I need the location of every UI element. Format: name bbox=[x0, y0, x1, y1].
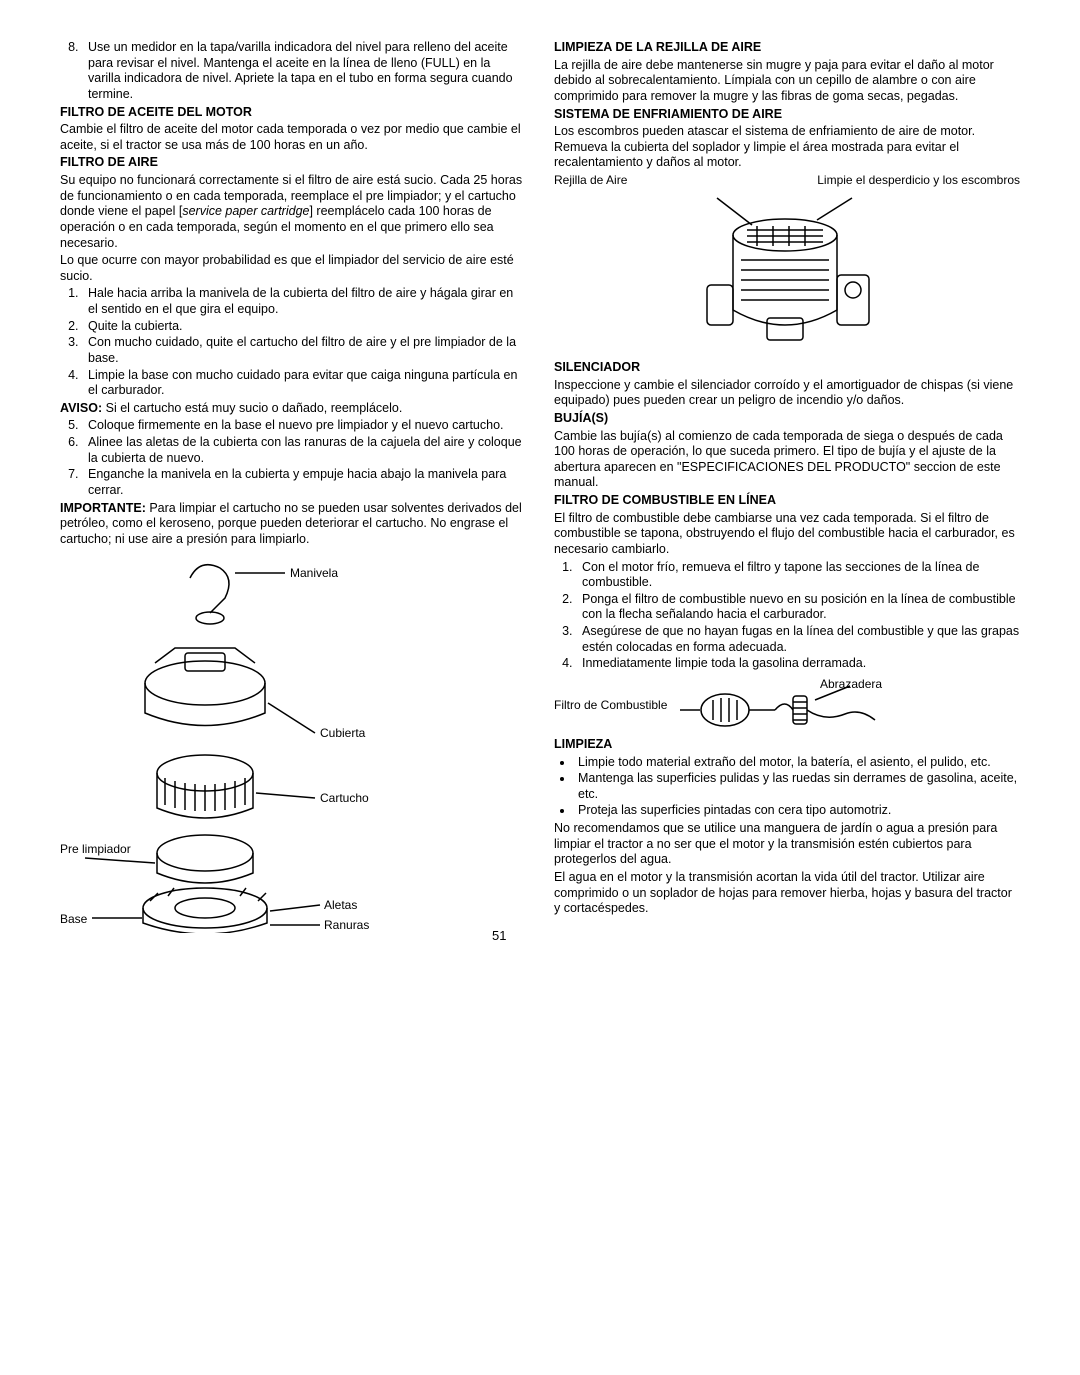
label-abrazadera: Abrazadera bbox=[820, 678, 882, 691]
air-filter-steps-2: Coloque firmemente en la base el nuevo p… bbox=[60, 418, 526, 498]
label-rejilla: Rejilla de Aire bbox=[554, 173, 627, 188]
heading-bujia: BUJÍA(S) bbox=[554, 411, 1020, 427]
paragraph: Cambie las bujía(s) al comienzo de cada … bbox=[554, 429, 1020, 492]
heading-air-filter: FILTRO DE AIRE bbox=[60, 155, 526, 171]
importante-paragraph: IMPORTANTE: Para limpiar el cartucho no … bbox=[60, 501, 526, 548]
heading-cooling: SISTEMA DE ENFRIAMIENTO DE AIRE bbox=[554, 107, 1020, 123]
left-column: Use un medidor en la tapa/varilla indica… bbox=[60, 40, 526, 944]
diagram-label-ranuras: Ranuras bbox=[324, 918, 369, 932]
engine-diagram-labels: Rejilla de Aire Limpie el desperdicio y … bbox=[554, 173, 1020, 188]
diagram-label-aletas: Aletas bbox=[324, 898, 357, 912]
list-item: Enganche la manivela en la cubierta y em… bbox=[82, 467, 526, 498]
list-item: Inmediatamente limpie toda la gasolina d… bbox=[576, 656, 1020, 672]
heading-fuel-filter: FILTRO DE COMBUSTIBLE EN LÍNEA bbox=[554, 493, 1020, 509]
list-item: Con mucho cuidado, quite el cartucho del… bbox=[82, 335, 526, 366]
list-item: Mantenga las superficies pulidas y las r… bbox=[574, 771, 1020, 802]
fuel-filter-diagram-row: Filtro de Combustible Abrazadera bbox=[554, 678, 1020, 733]
paragraph: La rejilla de aire debe mantenerse sin m… bbox=[554, 58, 1020, 105]
diagram-label-cartucho: Cartucho bbox=[320, 791, 369, 805]
paragraph: Su equipo no funcionará correctamente si… bbox=[60, 173, 526, 251]
right-column: LIMPIEZA DE LA REJILLA DE AIRE La rejill… bbox=[554, 40, 1020, 944]
diagram-label-manivela: Manivela bbox=[290, 566, 338, 580]
heading-oil-filter: FILTRO DE ACEITE DEL MOTOR bbox=[60, 105, 526, 121]
heading-limpieza: LIMPIEZA bbox=[554, 737, 1020, 753]
limpieza-bullets: Limpie todo material extraño del motor, … bbox=[554, 755, 1020, 820]
paragraph: El filtro de combustible debe cambiarse … bbox=[554, 511, 1020, 558]
list-item: Limpie la base con mucho cuidado para ev… bbox=[82, 368, 526, 399]
aviso-label: AVISO: bbox=[60, 401, 102, 415]
paragraph: Lo que ocurre con mayor probabilidad es … bbox=[60, 253, 526, 284]
air-filter-steps-1: Hale hacia arriba la manivela de la cubi… bbox=[60, 286, 526, 398]
list-item: Limpie todo material extraño del motor, … bbox=[574, 755, 1020, 771]
two-column-layout: Use un medidor en la tapa/varilla indica… bbox=[60, 40, 1020, 944]
list-item: Alinee las aletas de la cubierta con las… bbox=[82, 435, 526, 466]
continued-list: Use un medidor en la tapa/varilla indica… bbox=[60, 40, 526, 103]
heading-air-screen: LIMPIEZA DE LA REJILLA DE AIRE bbox=[554, 40, 1020, 56]
engine-diagram bbox=[677, 190, 897, 360]
fuel-filter-steps: Con el motor frío, remueva el filtro y t… bbox=[554, 560, 1020, 672]
importante-label: IMPORTANTE: bbox=[60, 501, 146, 515]
last-paragraph: El agua en el motor y la transmisión aco… bbox=[554, 870, 1020, 917]
list-item: Coloque firmemente en la base el nuevo p… bbox=[82, 418, 526, 434]
diagram-label-prelimpiador: Pre limpiador bbox=[60, 842, 131, 856]
label-limpie: Limpie el desperdicio y los escombros bbox=[817, 173, 1020, 188]
paragraph: Cambie el filtro de aceite del motor cad… bbox=[60, 122, 526, 153]
list-item: Con el motor frío, remueva el filtro y t… bbox=[576, 560, 1020, 591]
fuel-filter-svg: Abrazadera bbox=[675, 678, 885, 733]
list-item: Asegúrese de que no hayan fugas en la lí… bbox=[576, 624, 1020, 655]
heading-silenciador: SILENCIADOR bbox=[554, 360, 1020, 376]
list-item: Quite la cubierta. bbox=[82, 319, 526, 335]
list-item: Hale hacia arriba la manivela de la cubi… bbox=[82, 286, 526, 317]
aviso-paragraph: AVISO: Si el cartucho está muy sucio o d… bbox=[60, 401, 526, 417]
diagram-label-base: Base bbox=[60, 912, 88, 926]
list-item: Use un medidor en la tapa/varilla indica… bbox=[82, 40, 526, 103]
air-filter-svg: Manivela Cubierta Cartucho Pre limpiador… bbox=[60, 553, 390, 933]
list-item: Proteja las superficies pintadas con cer… bbox=[574, 803, 1020, 819]
list-item: Ponga el filtro de combustible nuevo en … bbox=[576, 592, 1020, 623]
label-filtro-combustible: Filtro de Combustible bbox=[554, 699, 667, 712]
paragraph: Los escombros pueden atascar el sistema … bbox=[554, 124, 1020, 171]
page-number: 51 bbox=[492, 928, 1020, 944]
paragraph: No recomendamos que se utilice una mangu… bbox=[554, 821, 1020, 868]
diagram-label-cubierta: Cubierta bbox=[320, 726, 366, 740]
paragraph: Inspeccione y cambie el silenciador corr… bbox=[554, 378, 1020, 409]
air-filter-diagram: Manivela Cubierta Cartucho Pre limpiador… bbox=[60, 553, 526, 938]
